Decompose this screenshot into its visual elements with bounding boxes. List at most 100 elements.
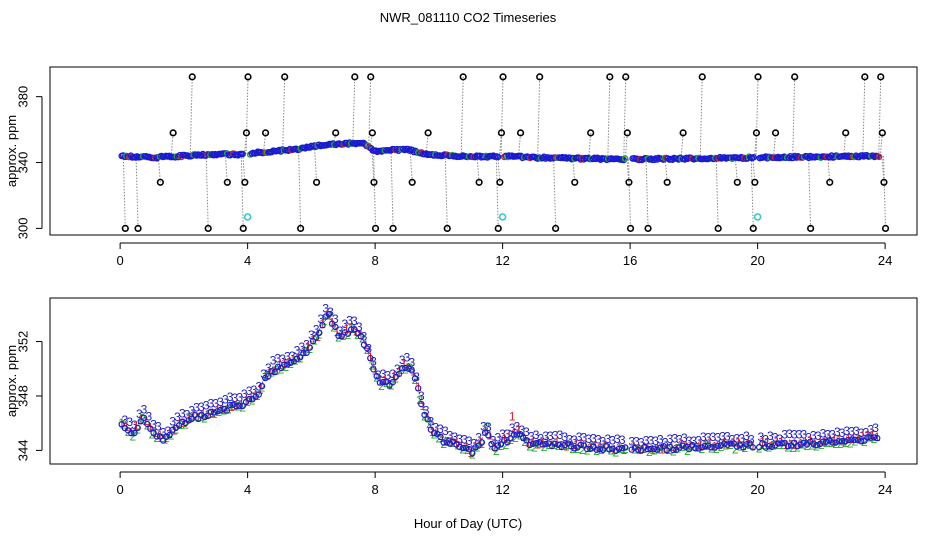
series-label-point: 1 bbox=[678, 437, 685, 451]
series-label-point: 3 bbox=[461, 433, 468, 447]
series-label-point: 3 bbox=[208, 397, 215, 411]
series-label-point: 1 bbox=[362, 338, 369, 352]
series-label-point: 1 bbox=[649, 442, 656, 456]
series-label-point: 3 bbox=[365, 341, 372, 355]
series-label-point: 1 bbox=[482, 424, 489, 438]
spike-line bbox=[444, 155, 448, 229]
series-label-point: 3 bbox=[451, 430, 458, 444]
spike-point bbox=[188, 73, 196, 81]
baseline-point bbox=[494, 153, 502, 161]
series-point bbox=[870, 434, 878, 441]
series-label-point: 2 bbox=[832, 437, 839, 451]
series-label-point: 2 bbox=[455, 438, 462, 452]
series-point bbox=[325, 311, 333, 318]
series-label-point: 2 bbox=[340, 329, 347, 343]
series-point bbox=[711, 444, 718, 451]
series-label-point: 3 bbox=[303, 338, 310, 352]
spike-point bbox=[552, 224, 560, 233]
series-point bbox=[724, 441, 731, 448]
series-label-point: 1 bbox=[673, 442, 680, 456]
series-label-point: 2 bbox=[354, 328, 361, 342]
series-label-point: 3 bbox=[351, 314, 358, 328]
series-point bbox=[118, 421, 125, 428]
series-point bbox=[210, 409, 218, 416]
spike-point bbox=[371, 224, 380, 233]
series-label-point: 3 bbox=[738, 432, 745, 446]
series-point bbox=[220, 405, 227, 413]
series-label-point: 1 bbox=[749, 439, 756, 453]
series-label-point: 2 bbox=[584, 443, 591, 457]
series-label-point: 3 bbox=[734, 431, 741, 445]
top-x-tick-label: 20 bbox=[750, 253, 764, 268]
spike-point bbox=[496, 178, 504, 186]
series-label-point: 3 bbox=[695, 433, 702, 447]
series-label-point: 1 bbox=[348, 321, 355, 335]
series-label-point: 1 bbox=[855, 432, 862, 446]
series-point bbox=[424, 416, 431, 423]
series-label-point: 3 bbox=[762, 432, 769, 446]
series-point bbox=[233, 403, 240, 410]
series-label-point: 2 bbox=[297, 352, 304, 366]
spike-point bbox=[861, 73, 869, 81]
series-point bbox=[332, 323, 339, 331]
series-label-point: 1 bbox=[635, 441, 642, 455]
series-label-point: 3 bbox=[141, 403, 148, 417]
series-point bbox=[638, 447, 645, 454]
series-point bbox=[287, 359, 294, 366]
series-label-point: 2 bbox=[373, 371, 380, 385]
series-point bbox=[402, 364, 409, 372]
spike-point bbox=[733, 178, 741, 186]
series-label-point: 1 bbox=[826, 432, 833, 446]
spike-line bbox=[645, 159, 649, 229]
series-label-point: 2 bbox=[225, 403, 232, 417]
spike-line bbox=[243, 132, 247, 155]
series-label-point: 3 bbox=[595, 433, 602, 447]
series-point bbox=[188, 415, 195, 422]
series-point bbox=[657, 444, 664, 451]
series-label-point: 2 bbox=[416, 393, 423, 407]
series-label-point: 1 bbox=[123, 420, 130, 434]
series-point bbox=[631, 444, 639, 452]
series-point bbox=[561, 441, 569, 449]
series-point bbox=[415, 385, 422, 392]
series-label-point: 2 bbox=[335, 330, 342, 344]
spike-line bbox=[189, 76, 193, 156]
series-point bbox=[185, 417, 192, 424]
series-label-point: 2 bbox=[660, 441, 667, 455]
spike-line bbox=[881, 155, 885, 183]
spike-line bbox=[624, 132, 628, 160]
series-label-point: 3 bbox=[858, 426, 865, 440]
spike-point bbox=[169, 129, 177, 137]
series-label-point: 1 bbox=[157, 428, 164, 442]
series-label-point: 3 bbox=[480, 420, 487, 434]
series-point bbox=[606, 446, 613, 453]
series-label-point: 2 bbox=[866, 431, 873, 445]
series-label-point: 2 bbox=[182, 417, 189, 431]
spike-line bbox=[518, 132, 522, 157]
spike-line bbox=[792, 76, 796, 158]
top-y-tick-label: 340 bbox=[15, 152, 30, 174]
series-point bbox=[577, 441, 584, 448]
series-label-point: 1 bbox=[592, 440, 599, 454]
series-label-point: 1 bbox=[687, 438, 694, 452]
series-label-point: 2 bbox=[670, 444, 677, 458]
series-label-point: 3 bbox=[719, 430, 726, 444]
series-label-point: 2 bbox=[785, 441, 792, 455]
series-label-point: 3 bbox=[337, 324, 344, 338]
series-label-point: 2 bbox=[636, 443, 643, 457]
series-point bbox=[746, 440, 753, 447]
series-label-point: 1 bbox=[152, 426, 159, 440]
spike-line bbox=[827, 156, 831, 183]
series-label-point: 2 bbox=[856, 433, 863, 447]
spike-line bbox=[623, 76, 627, 160]
series-label-point: 1 bbox=[367, 350, 374, 364]
series-label-point: 2 bbox=[804, 439, 811, 453]
spike-point bbox=[443, 224, 451, 233]
series-point bbox=[596, 446, 604, 453]
series-point bbox=[427, 426, 435, 433]
spike-point bbox=[880, 178, 888, 186]
top-panel-ylabel: approx. ppm bbox=[4, 115, 19, 187]
spike-point bbox=[367, 73, 375, 81]
series-label-point: 2 bbox=[239, 400, 246, 414]
series-label-point: 2 bbox=[703, 439, 710, 453]
